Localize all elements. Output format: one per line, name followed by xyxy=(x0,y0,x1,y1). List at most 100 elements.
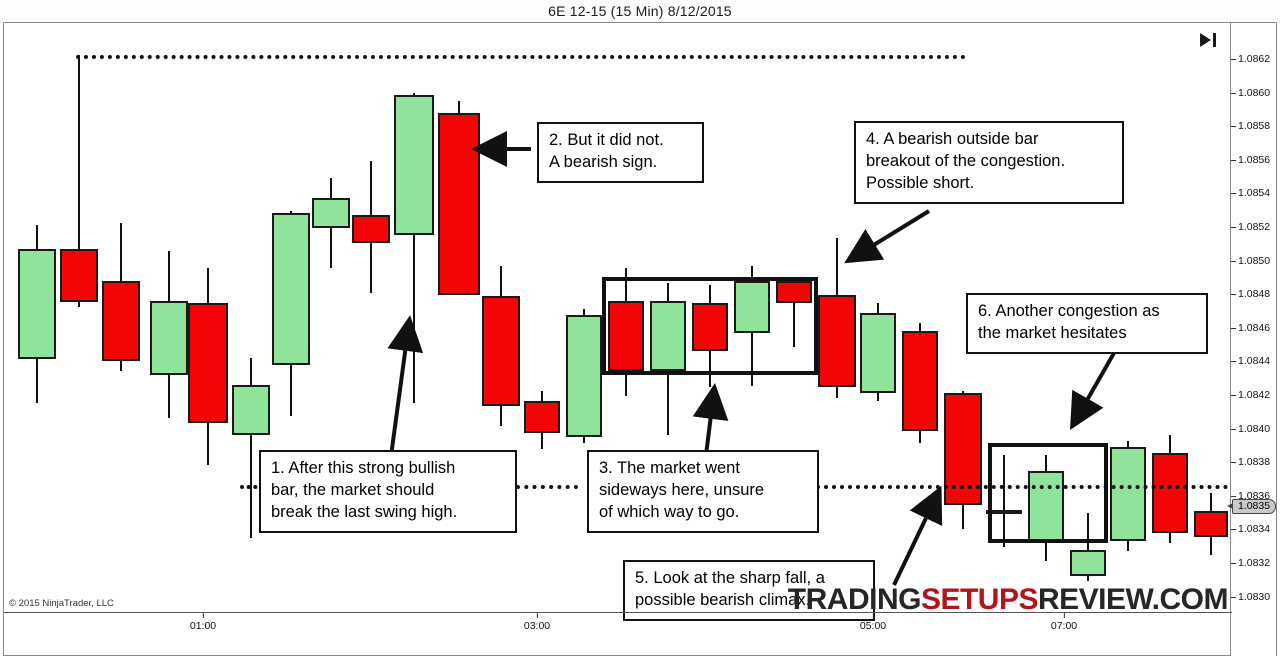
candle-bar xyxy=(566,23,602,613)
candle-body xyxy=(272,213,310,365)
candle-body xyxy=(902,331,938,431)
time-tick: 03:00 xyxy=(524,613,550,632)
candle-body xyxy=(566,315,602,437)
time-tick: 07:00 xyxy=(1051,613,1077,632)
candle-body xyxy=(188,303,228,423)
copyright-label: © 2015 NinjaTrader, LLC xyxy=(9,598,114,609)
note-5-callout: 5. Look at the sharp fall, a possible be… xyxy=(623,560,875,621)
price-tick: 1.0856 xyxy=(1231,154,1277,167)
time-tick: 05:00 xyxy=(860,613,886,632)
price-tick-label: 1.0854 xyxy=(1238,187,1271,200)
chart-frame: 2. But it did not. A bearish sign. 4. A … xyxy=(3,22,1277,656)
price-tick-label: 1.0858 xyxy=(1238,120,1271,133)
candle-bar xyxy=(482,23,520,613)
candle-bar xyxy=(1194,23,1228,613)
candle-body xyxy=(352,215,390,243)
candle-body xyxy=(312,198,350,228)
candle-body xyxy=(394,95,434,235)
price-tick-mark xyxy=(1231,294,1236,296)
price-tick-label: 1.0856 xyxy=(1238,153,1271,166)
candle-wick xyxy=(78,55,80,307)
page-title: 6E 12-15 (15 Min) 8/12/2015 xyxy=(548,3,732,19)
price-tick: 1.0834 xyxy=(1231,523,1277,536)
price-tick: 1.0832 xyxy=(1231,557,1277,570)
price-tick-label: 1.0848 xyxy=(1238,288,1271,301)
price-tick: 1.0854 xyxy=(1231,187,1277,200)
price-tick: 1.0846 xyxy=(1231,322,1277,335)
price-tick-label: 1.0838 xyxy=(1238,456,1271,469)
price-tick-mark xyxy=(1231,92,1236,94)
candle-body xyxy=(1152,453,1188,533)
candle-bar xyxy=(312,23,350,613)
candle-body xyxy=(524,401,560,433)
time-tick-label: 07:00 xyxy=(1050,620,1078,632)
candle-bar xyxy=(1152,23,1188,613)
price-tick-mark xyxy=(1231,159,1236,161)
candle-body xyxy=(692,303,728,351)
candle-bar xyxy=(232,23,270,613)
price-tick-mark xyxy=(1231,126,1236,128)
candle-body xyxy=(438,113,480,295)
candle-bar xyxy=(352,23,390,613)
candle-bar xyxy=(102,23,140,613)
price-tick-mark xyxy=(1231,428,1236,430)
skip-to-end-icon[interactable] xyxy=(1198,31,1224,49)
time-tick-mark xyxy=(203,613,204,618)
price-tick-mark xyxy=(1231,327,1236,329)
note-1-callout: 1. After this strong bullish bar, the ma… xyxy=(259,450,517,533)
price-tick: 1.0830 xyxy=(1231,591,1277,604)
candle-bar xyxy=(902,23,938,613)
time-tick-mark xyxy=(873,613,874,618)
price-tick-mark xyxy=(1231,596,1236,598)
candle-bar xyxy=(818,23,856,613)
candle-body xyxy=(1070,550,1106,576)
candle-bar xyxy=(60,23,98,613)
candle-body xyxy=(986,510,1022,514)
candle-bar xyxy=(650,23,686,613)
candle-bar xyxy=(692,23,728,613)
candle-body xyxy=(860,313,896,393)
candle-body xyxy=(650,301,686,371)
time-tick-label: 01:00 xyxy=(189,620,217,632)
candle-body xyxy=(1110,447,1146,541)
price-tick-label: 1.0862 xyxy=(1238,53,1271,65)
candle-body xyxy=(150,301,188,375)
candle-wick xyxy=(793,281,795,347)
note-4-callout: 4. A bearish outside bar breakout of the… xyxy=(854,121,1124,204)
candle-wick xyxy=(413,93,415,403)
time-tick-mark xyxy=(1064,613,1065,618)
price-tick-mark xyxy=(1231,563,1236,564)
candle-bar xyxy=(608,23,644,613)
candle-body xyxy=(232,385,270,435)
candle-body xyxy=(1194,511,1228,537)
price-tick: 1.0858 xyxy=(1231,120,1277,133)
candle-body xyxy=(60,249,98,302)
candle-bar xyxy=(986,23,1022,613)
price-tick: 1.0860 xyxy=(1231,87,1277,100)
time-axis[interactable]: 01:00 03:00 05:00 07:00 xyxy=(4,612,1232,655)
candle-bar xyxy=(150,23,188,613)
time-tick-mark xyxy=(537,613,538,618)
price-tick-mark xyxy=(1231,529,1236,531)
price-tick-mark xyxy=(1231,462,1236,464)
candle-wick xyxy=(1003,455,1005,547)
candle-body xyxy=(102,281,140,361)
candle-body xyxy=(482,296,520,406)
price-tick-label: 1.0832 xyxy=(1238,557,1271,569)
support-dotted-line-left xyxy=(240,485,264,489)
candle-wick xyxy=(1087,513,1089,581)
price-axis[interactable]: 1.0862 1.0860 1.0858 1.0856 1.0854 1.0852 1.08… xyxy=(1227,23,1277,656)
candle-bar xyxy=(1110,23,1146,613)
price-tick: 1.0848 xyxy=(1231,288,1277,301)
congestion-box-upper xyxy=(602,277,818,375)
price-tick: 1.0852 xyxy=(1231,221,1277,234)
candle-bar xyxy=(188,23,228,613)
watermark-part-1: TRADING xyxy=(787,583,922,616)
candle-bar xyxy=(776,23,812,613)
price-tick-label: 1.0852 xyxy=(1238,221,1271,233)
swing-high-dotted-line xyxy=(76,55,966,59)
support-dotted-line-right xyxy=(816,485,1228,489)
price-tick-mark xyxy=(1231,395,1236,396)
price-tick-mark xyxy=(1231,260,1236,262)
